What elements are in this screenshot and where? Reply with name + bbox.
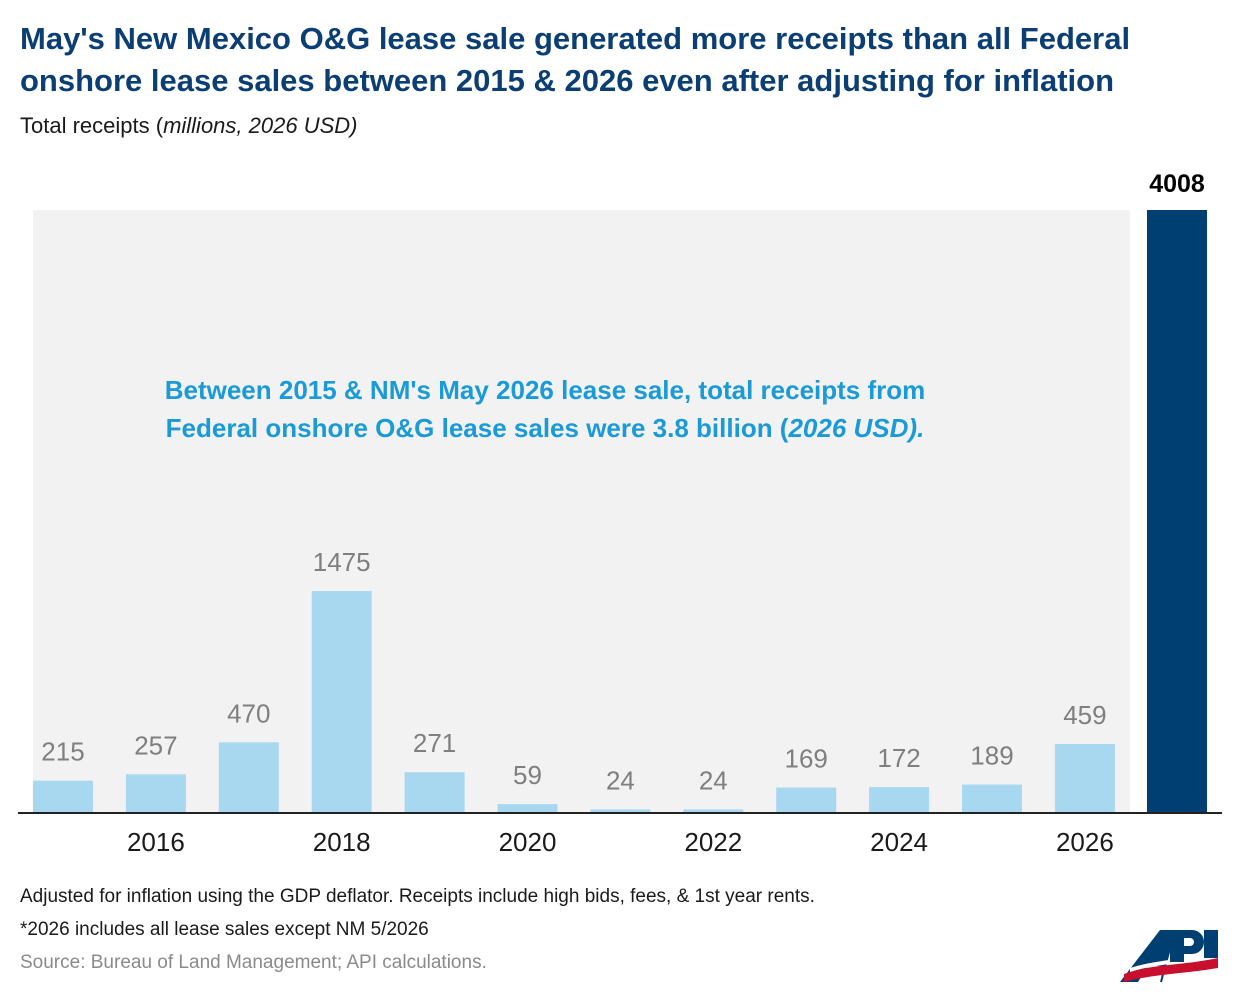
chart-title: May's New Mexico O&G lease sale generate…: [20, 21, 1131, 98]
annotation-panel: [33, 210, 1130, 813]
value-label-1: 257: [134, 730, 177, 760]
bar-chart: 215 257 470 1475 271 59 24 24 169 172 189 459 4008 2…: [18, 170, 1222, 857]
bar-2021: [590, 809, 651, 813]
x-tick-2020: 2020: [499, 827, 557, 857]
x-tick-2018: 2018: [313, 827, 371, 857]
value-label-3: 1475: [313, 547, 371, 577]
value-label-8: 169: [785, 744, 828, 774]
logo-letter-i: [1204, 930, 1218, 958]
footnote-2026: *2026 includes all lease sales except NM…: [20, 919, 429, 940]
value-label-9: 172: [877, 743, 920, 773]
footnote-inflation: Adjusted for inflation using the GDP def…: [20, 886, 815, 907]
value-label-12: 4008: [1149, 170, 1205, 198]
bar-2024: [869, 787, 930, 813]
api-logo: [1120, 930, 1218, 982]
value-labels-group: 215 257 470 1475 271 59 24 24 169 172 189 459 4008: [41, 170, 1205, 795]
bars-group: [33, 210, 1207, 813]
value-label-0: 215: [41, 737, 84, 767]
annotation-line-2: Federal onshore O&G lease sales were 3.8…: [166, 413, 925, 443]
value-label-6: 24: [606, 765, 635, 795]
value-label-5: 59: [513, 760, 542, 790]
bar-2018: [311, 591, 372, 813]
value-label-4: 271: [413, 728, 456, 758]
x-tick-2024: 2024: [870, 827, 928, 857]
bar-2015: [33, 780, 93, 813]
value-label-11: 459: [1063, 700, 1106, 730]
bar-nm-5-2026: [1147, 210, 1207, 813]
value-label-10: 189: [970, 741, 1013, 771]
value-label-2: 470: [227, 698, 270, 728]
value-label-7: 24: [699, 765, 728, 795]
x-tick-labels: 2016 2018 2020 2022 2024 2026: [127, 827, 1114, 857]
bar-2025: [962, 784, 1022, 813]
x-tick-2016: 2016: [127, 827, 185, 857]
bar-2026: [1054, 743, 1115, 813]
logo-swoosh-red: [1124, 958, 1218, 982]
bar-2022: [683, 809, 744, 813]
x-tick-2022: 2022: [684, 827, 742, 857]
annotation-line-1: Between 2015 & NM's May 2026 lease sale,…: [165, 375, 926, 405]
bar-2016: [125, 774, 186, 813]
bar-2019: [404, 772, 465, 813]
annotation-line-2-italic: 2026 USD).: [787, 413, 924, 443]
subtitle-units: millions, 2026 USD): [163, 113, 358, 138]
bar-2020: [497, 804, 558, 813]
x-tick-2026: 2026: [1056, 827, 1114, 857]
subtitle-prefix: Total receipts (: [20, 113, 164, 138]
source-note: Source: Bureau of Land Management; API c…: [20, 952, 487, 973]
bar-2023: [776, 787, 837, 813]
bar-2017: [218, 742, 279, 813]
annotation-line-2-text: Federal onshore O&G lease sales were 3.8…: [166, 413, 789, 443]
chart-subtitle: Total receipts (millions, 2026 USD): [20, 113, 357, 139]
